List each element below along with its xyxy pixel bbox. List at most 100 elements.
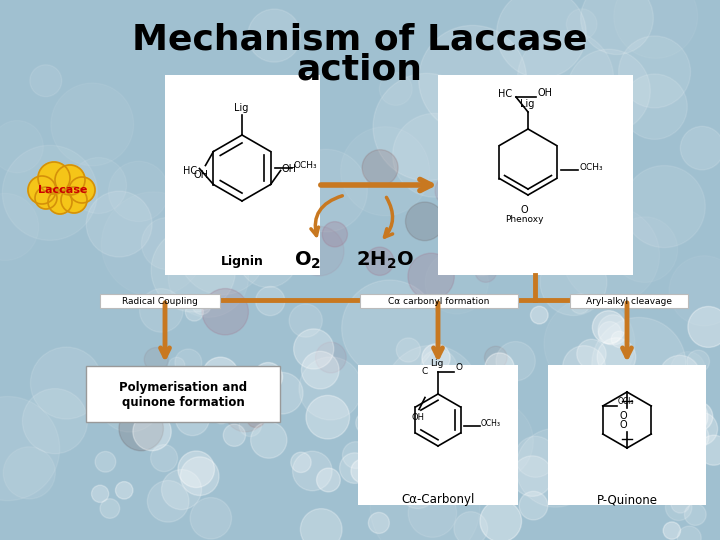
Circle shape xyxy=(38,162,70,194)
Text: Lig: Lig xyxy=(430,360,444,368)
Circle shape xyxy=(581,0,653,55)
Circle shape xyxy=(317,468,341,492)
Text: O: O xyxy=(520,205,528,215)
Text: O: O xyxy=(619,420,627,430)
Circle shape xyxy=(225,390,266,432)
Circle shape xyxy=(663,522,680,539)
Circle shape xyxy=(553,367,595,408)
Circle shape xyxy=(408,489,456,537)
Circle shape xyxy=(671,352,705,386)
Circle shape xyxy=(567,9,597,39)
FancyArrowPatch shape xyxy=(311,196,342,235)
Circle shape xyxy=(678,526,701,540)
Circle shape xyxy=(379,72,413,105)
Text: Laccase: Laccase xyxy=(38,185,88,195)
Circle shape xyxy=(497,0,586,78)
Circle shape xyxy=(462,372,488,398)
Circle shape xyxy=(519,491,548,520)
Circle shape xyxy=(593,310,625,343)
Circle shape xyxy=(384,346,480,441)
Text: OCH₃: OCH₃ xyxy=(481,420,501,429)
Circle shape xyxy=(69,177,95,203)
Circle shape xyxy=(251,422,287,458)
Circle shape xyxy=(544,298,635,389)
Circle shape xyxy=(292,451,332,491)
Circle shape xyxy=(202,288,248,335)
Circle shape xyxy=(531,306,548,324)
Circle shape xyxy=(687,350,709,373)
Circle shape xyxy=(343,442,369,469)
Circle shape xyxy=(168,237,248,318)
Circle shape xyxy=(592,318,686,411)
Circle shape xyxy=(115,482,133,499)
Circle shape xyxy=(518,31,613,127)
Text: OH: OH xyxy=(537,88,552,98)
Circle shape xyxy=(405,202,444,241)
Circle shape xyxy=(481,210,522,251)
Text: OCH₃: OCH₃ xyxy=(579,164,603,172)
Circle shape xyxy=(190,497,232,539)
Text: Lig: Lig xyxy=(234,103,248,113)
Circle shape xyxy=(247,410,265,428)
Circle shape xyxy=(562,206,660,303)
Circle shape xyxy=(61,187,87,213)
Text: OH: OH xyxy=(411,413,424,422)
Text: $\mathbf{2H_2O}$: $\mathbf{2H_2O}$ xyxy=(356,249,414,271)
Circle shape xyxy=(2,145,97,240)
Circle shape xyxy=(395,406,411,423)
Circle shape xyxy=(562,346,606,388)
Circle shape xyxy=(597,338,636,376)
Circle shape xyxy=(223,424,246,447)
Circle shape xyxy=(30,347,102,419)
Circle shape xyxy=(369,512,390,534)
Circle shape xyxy=(22,389,87,454)
Circle shape xyxy=(392,113,477,197)
Circle shape xyxy=(373,73,480,180)
Circle shape xyxy=(453,401,534,481)
Circle shape xyxy=(253,362,282,392)
Text: Cα-Carbonyl: Cα-Carbonyl xyxy=(401,494,474,507)
Circle shape xyxy=(485,346,507,369)
Circle shape xyxy=(302,352,339,389)
Circle shape xyxy=(496,341,535,381)
Text: P-Quinone: P-Quinone xyxy=(596,494,657,507)
Text: Lig: Lig xyxy=(520,99,534,109)
Circle shape xyxy=(685,504,706,525)
Circle shape xyxy=(658,396,690,428)
Circle shape xyxy=(475,261,497,282)
Circle shape xyxy=(370,453,480,540)
Circle shape xyxy=(294,226,344,276)
Text: Aryl-alkyl cleavage: Aryl-alkyl cleavage xyxy=(586,296,672,306)
Circle shape xyxy=(95,451,116,472)
Circle shape xyxy=(168,357,185,374)
Circle shape xyxy=(151,228,235,312)
Circle shape xyxy=(175,349,202,376)
Circle shape xyxy=(35,187,57,209)
Circle shape xyxy=(421,383,447,409)
Circle shape xyxy=(141,218,194,269)
Circle shape xyxy=(223,368,255,400)
Circle shape xyxy=(342,280,438,376)
Text: action: action xyxy=(297,52,423,86)
Bar xyxy=(548,365,706,505)
Circle shape xyxy=(356,411,379,434)
Bar xyxy=(438,75,633,275)
Circle shape xyxy=(512,456,552,496)
Circle shape xyxy=(422,344,450,372)
Text: Polymerisation and
quinone formation: Polymerisation and quinone formation xyxy=(119,381,247,409)
Circle shape xyxy=(140,289,183,332)
Circle shape xyxy=(598,315,629,345)
Circle shape xyxy=(133,413,171,451)
Circle shape xyxy=(239,414,261,436)
Circle shape xyxy=(3,447,55,499)
Text: HC: HC xyxy=(498,89,512,99)
Text: Phenoxy: Phenoxy xyxy=(505,215,544,225)
Text: Mechanism of Laccase: Mechanism of Laccase xyxy=(132,22,588,56)
Circle shape xyxy=(51,83,134,166)
Circle shape xyxy=(480,501,521,540)
Circle shape xyxy=(351,459,374,483)
Circle shape xyxy=(419,25,526,133)
Circle shape xyxy=(148,481,189,522)
Circle shape xyxy=(570,294,590,314)
Circle shape xyxy=(86,191,152,257)
